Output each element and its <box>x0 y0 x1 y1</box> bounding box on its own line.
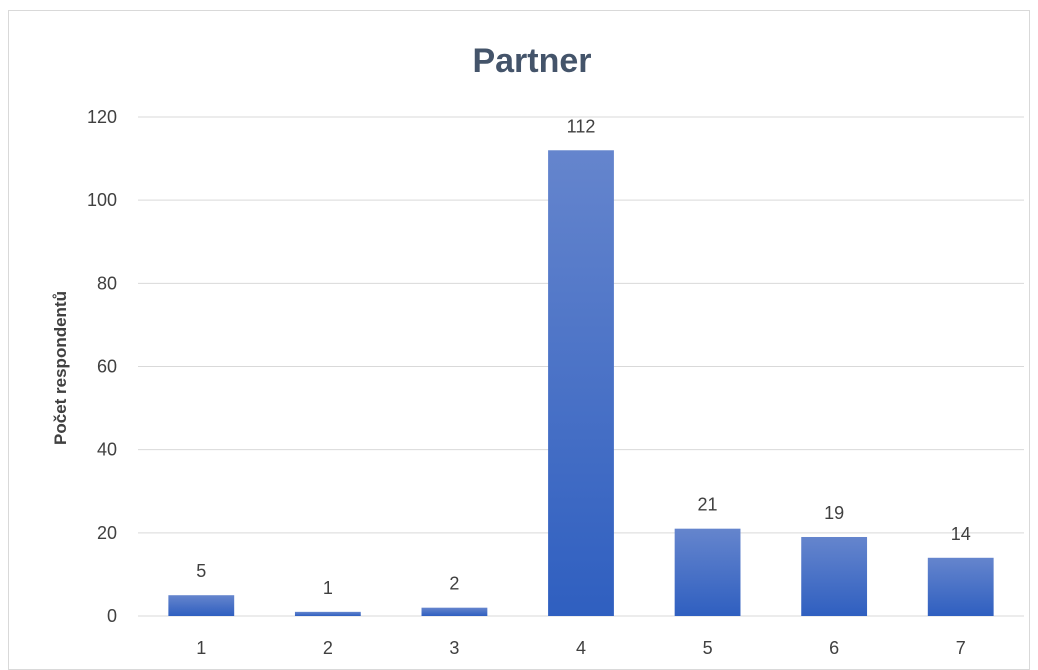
x-tick-label: 6 <box>829 638 839 658</box>
data-label: 14 <box>951 524 971 544</box>
data-label: 112 <box>567 116 596 136</box>
data-label: 5 <box>196 561 206 581</box>
bar-1 <box>168 595 235 616</box>
x-tick-label: 4 <box>576 638 586 658</box>
data-labels: 5 1 2 112 21 19 14 <box>196 116 970 598</box>
data-label: 19 <box>824 503 844 523</box>
bar-7 <box>927 557 994 616</box>
y-axis-title: Počet respondentů <box>51 291 70 445</box>
bar-6 <box>801 536 868 616</box>
data-label: 1 <box>323 578 333 598</box>
x-tick-label: 7 <box>956 638 966 658</box>
bar-3 <box>421 607 488 616</box>
x-tick-label: 5 <box>703 638 713 658</box>
chart-title: Partner <box>472 42 591 80</box>
y-tick-label: 60 <box>97 357 117 377</box>
y-tick-label: 0 <box>107 606 117 626</box>
x-tick-label: 3 <box>449 638 459 658</box>
x-tick-label: 1 <box>196 638 206 658</box>
bar-5 <box>674 528 741 616</box>
x-axis-ticks: 1 2 3 4 5 6 7 <box>196 638 965 658</box>
y-tick-label: 120 <box>87 107 117 127</box>
y-tick-label: 40 <box>97 440 117 460</box>
y-tick-label: 20 <box>97 523 117 543</box>
bar-4 <box>548 150 614 616</box>
bar-2 <box>294 611 361 616</box>
y-tick-label: 80 <box>97 273 117 293</box>
y-axis-ticks: 0 20 40 60 80 100 120 <box>87 107 117 626</box>
x-tick-label: 2 <box>323 638 333 658</box>
data-label: 2 <box>449 574 459 594</box>
bars <box>168 150 994 616</box>
data-label: 21 <box>698 495 718 515</box>
y-tick-label: 100 <box>87 190 117 210</box>
